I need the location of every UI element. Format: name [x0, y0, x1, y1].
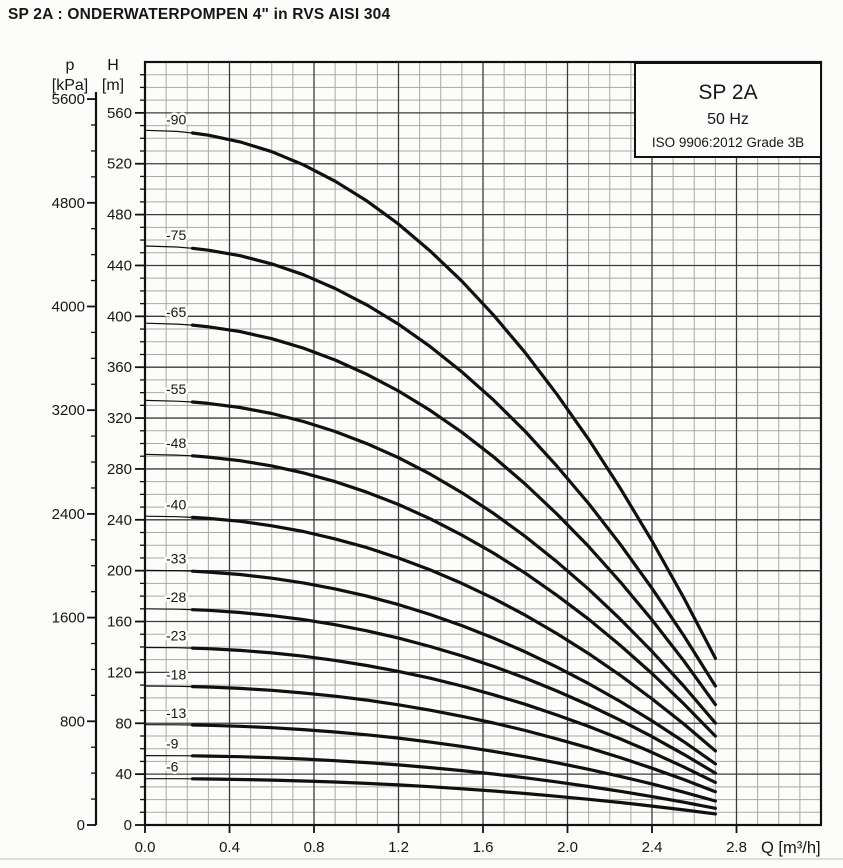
svg-text:200: 200 — [107, 563, 132, 580]
svg-text:0: 0 — [77, 817, 85, 834]
svg-text:2.0: 2.0 — [557, 839, 578, 856]
svg-text:2400: 2400 — [52, 506, 85, 523]
svg-text:-65: -65 — [166, 304, 186, 320]
svg-text:320: 320 — [107, 410, 132, 427]
svg-text:120: 120 — [107, 664, 132, 681]
svg-text:440: 440 — [107, 257, 132, 274]
pressure-axis-unit: [kPa] — [51, 77, 89, 94]
svg-text:4000: 4000 — [52, 298, 85, 315]
svg-text:-6: -6 — [166, 759, 179, 775]
svg-text:-55: -55 — [166, 381, 186, 397]
svg-text:-40: -40 — [166, 497, 186, 513]
svg-text:280: 280 — [107, 461, 132, 478]
svg-text:0.8: 0.8 — [304, 839, 325, 856]
scan-artifact — [0, 858, 843, 860]
svg-text:0.4: 0.4 — [219, 839, 240, 856]
svg-text:-9: -9 — [166, 736, 179, 752]
svg-text:4800: 4800 — [52, 195, 85, 212]
svg-text:5600: 5600 — [52, 91, 85, 108]
svg-text:800: 800 — [60, 713, 85, 730]
svg-text:0: 0 — [124, 817, 132, 834]
legend-standard: ISO 9906:2012 Grade 3B — [651, 135, 805, 150]
svg-text:-13: -13 — [166, 705, 186, 721]
head-axis-unit: [m] — [101, 77, 125, 94]
legend-box: SP 2A 50 Hz ISO 9906:2012 Grade 3B — [634, 62, 822, 158]
head-axis-name: H — [107, 57, 119, 74]
svg-text:360: 360 — [107, 359, 132, 376]
svg-text:0.0: 0.0 — [135, 839, 156, 856]
svg-text:520: 520 — [107, 156, 132, 173]
flow-axis-label: Q [m³/h] — [761, 839, 821, 857]
curve-labels: -90 -75 -65 -55 -48 -40 -33 -28 -23 -18 -13 -9 -6 — [164, 109, 189, 777]
svg-text:-28: -28 — [166, 589, 186, 605]
svg-text:-75: -75 — [166, 227, 186, 243]
svg-text:2.4: 2.4 — [642, 839, 663, 856]
head-axis: 5605204804404003603202802402001601208040… — [107, 74, 145, 834]
svg-text:160: 160 — [107, 614, 132, 631]
svg-text:-33: -33 — [166, 551, 186, 567]
svg-text:-48: -48 — [166, 435, 186, 451]
svg-text:400: 400 — [107, 308, 132, 325]
pump-curves — [144, 129, 718, 816]
svg-text:40: 40 — [115, 766, 132, 783]
legend-frequency: 50 Hz — [707, 111, 749, 128]
svg-text:1600: 1600 — [52, 610, 85, 627]
svg-text:560: 560 — [107, 105, 132, 122]
legend-model: SP 2A — [698, 81, 758, 104]
svg-text:-90: -90 — [166, 111, 186, 127]
svg-text:-23: -23 — [166, 628, 186, 644]
svg-text:240: 240 — [107, 512, 132, 529]
svg-text:2.8: 2.8 — [726, 839, 747, 856]
svg-text:1.6: 1.6 — [473, 839, 494, 856]
svg-text:1.2: 1.2 — [388, 839, 409, 856]
flow-axis: 0.0 0.4 0.8 1.2 1.6 2.0 2.4 2.8 — [135, 825, 747, 856]
svg-text:480: 480 — [107, 207, 132, 224]
page-title: SP 2A : ONDERWATERPOMPEN 4" in RVS AISI … — [8, 6, 391, 23]
svg-text:-18: -18 — [166, 666, 186, 682]
svg-text:3200: 3200 — [52, 402, 85, 419]
svg-text:80: 80 — [115, 715, 132, 732]
pressure-axis: 5600 4800 4000 3200 2400 1600 800 0 — [52, 91, 98, 834]
pressure-axis-name: p — [65, 57, 75, 74]
